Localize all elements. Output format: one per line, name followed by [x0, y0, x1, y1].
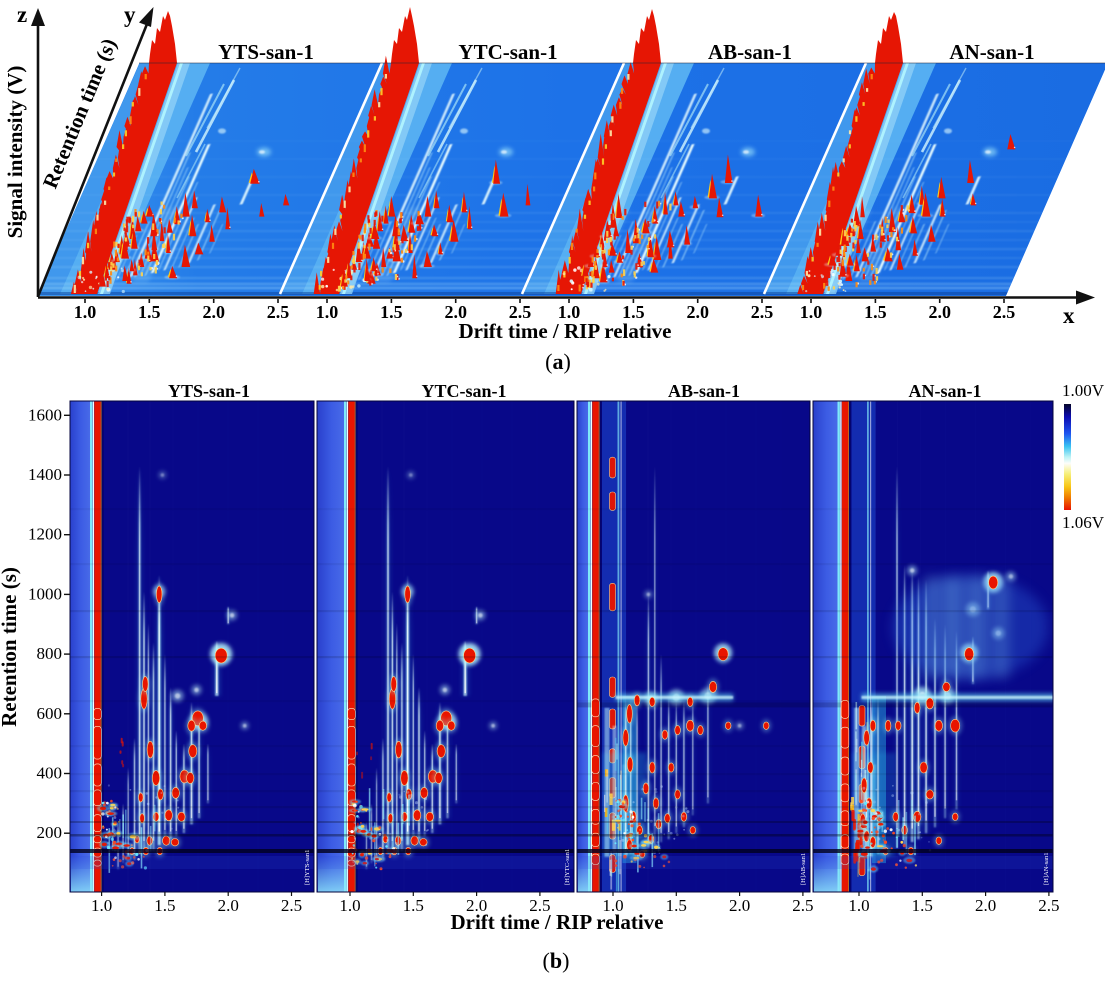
svg-text:1.5: 1.5 [154, 896, 175, 915]
svg-text:AN-san-1: AN-san-1 [908, 381, 981, 401]
svg-text:y: y [124, 2, 136, 27]
svg-text:[H]YTC-san1: [H]YTC-san1 [564, 849, 571, 885]
svg-text:AB-san-1: AB-san-1 [668, 381, 740, 401]
svg-text:2.5: 2.5 [792, 896, 813, 915]
svg-text:1.0: 1.0 [339, 896, 360, 915]
svg-text:1.06V: 1.06V [1062, 513, 1105, 532]
svg-text:Drift time / RIP relative: Drift time / RIP relative [458, 319, 671, 343]
svg-text:[H]AN-san1: [H]AN-san1 [1043, 853, 1050, 886]
svg-text:[H]YTS-san1: [H]YTS-san1 [304, 850, 311, 885]
svg-text:1.0: 1.0 [602, 896, 623, 915]
svg-text:2.0: 2.0 [975, 896, 996, 915]
svg-text:1.5: 1.5 [864, 302, 887, 322]
svg-text:2.5: 2.5 [993, 302, 1016, 322]
svg-text:AB-san-1: AB-san-1 [708, 40, 792, 64]
svg-text:2.5: 2.5 [1038, 896, 1059, 915]
svg-text:YTS-san-1: YTS-san-1 [218, 40, 314, 64]
svg-text:1600: 1600 [28, 405, 62, 424]
svg-text:2.0: 2.0 [466, 896, 487, 915]
svg-text:1.0: 1.0 [91, 896, 112, 915]
svg-text:400: 400 [37, 764, 63, 783]
svg-text:YTS-san-1: YTS-san-1 [168, 381, 250, 401]
svg-text:800: 800 [37, 644, 63, 663]
svg-text:x: x [1063, 303, 1075, 328]
svg-text:Retention time (s): Retention time (s) [0, 567, 21, 727]
svg-text:1.0: 1.0 [74, 302, 97, 322]
svg-text:2.5: 2.5 [529, 896, 550, 915]
svg-text:1.00V: 1.00V [1062, 381, 1105, 400]
svg-text:z: z [17, 2, 27, 27]
svg-text:2.0: 2.0 [444, 302, 467, 322]
svg-text:1.5: 1.5 [403, 896, 424, 915]
svg-text:1.0: 1.0 [800, 302, 823, 322]
svg-text:YTC-san-1: YTC-san-1 [458, 40, 557, 64]
svg-text:200: 200 [37, 823, 63, 842]
svg-text:2.5: 2.5 [751, 302, 774, 322]
svg-text:[H]AB-san1: [H]AB-san1 [800, 853, 807, 885]
svg-text:2.0: 2.0 [686, 302, 709, 322]
svg-text:1.5: 1.5 [666, 896, 687, 915]
svg-text:YTC-san-1: YTC-san-1 [421, 381, 506, 401]
svg-text:2.5: 2.5 [267, 302, 290, 322]
svg-text:1.5: 1.5 [380, 302, 403, 322]
svg-text:1.5: 1.5 [622, 302, 645, 322]
svg-text:1.0: 1.0 [848, 896, 869, 915]
svg-text:1.5: 1.5 [912, 896, 933, 915]
svg-text:1200: 1200 [28, 525, 62, 544]
svg-text:1.0: 1.0 [316, 302, 339, 322]
svg-text:AN-san-1: AN-san-1 [949, 40, 1034, 64]
svg-text:600: 600 [37, 704, 63, 723]
svg-text:2.5: 2.5 [281, 896, 302, 915]
svg-text:2.0: 2.0 [218, 896, 239, 915]
svg-text:1000: 1000 [28, 584, 62, 603]
svg-text:Signal intensity (V): Signal intensity (V) [3, 66, 27, 239]
svg-text:2.0: 2.0 [928, 302, 951, 322]
svg-text:2.5: 2.5 [509, 302, 532, 322]
svg-text:(a): (a) [545, 349, 571, 374]
svg-text:1400: 1400 [28, 465, 62, 484]
svg-text:2.0: 2.0 [729, 896, 750, 915]
svg-text:(b): (b) [543, 948, 570, 973]
svg-text:1.5: 1.5 [138, 302, 161, 322]
svg-text:2.0: 2.0 [202, 302, 225, 322]
svg-text:Drift time / RIP relative: Drift time / RIP relative [450, 910, 663, 934]
svg-text:1.0: 1.0 [558, 302, 581, 322]
